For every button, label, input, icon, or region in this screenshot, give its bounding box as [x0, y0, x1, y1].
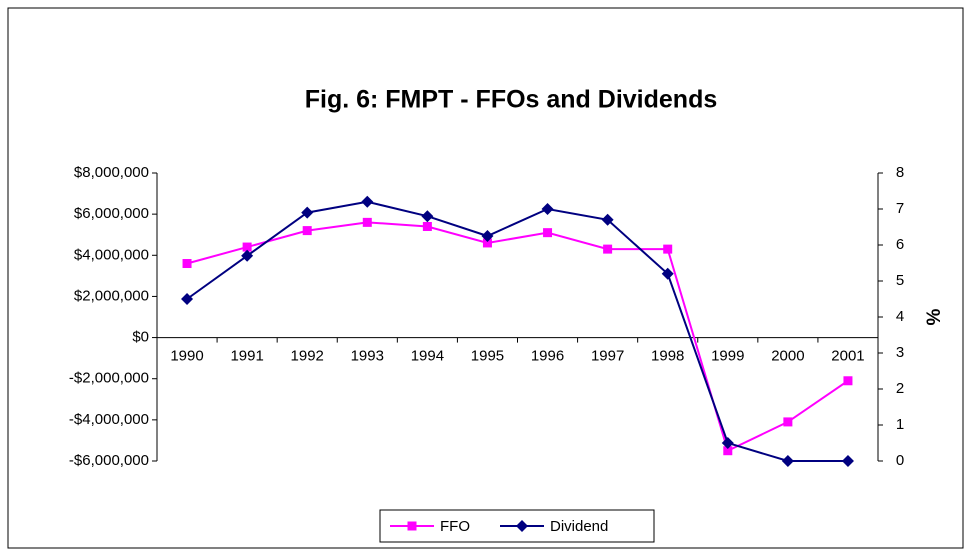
x-tick-label: 1999 — [711, 348, 744, 365]
x-tick-label: 1997 — [591, 348, 624, 365]
legend-marker — [516, 520, 528, 532]
y2-tick-label: 8 — [896, 164, 904, 181]
y2-tick-label: 2 — [896, 380, 904, 397]
legend: FFO Dividend — [379, 509, 655, 543]
y-tick-label: -$6,000,000 — [69, 452, 149, 469]
data-point — [723, 446, 733, 456]
series-line — [186, 200, 848, 462]
x-tick-label: 1994 — [411, 348, 444, 365]
legend-marker — [407, 521, 417, 531]
y2-tick-label: 3 — [896, 344, 904, 361]
x-tick-label: 1998 — [651, 348, 684, 365]
data-point — [242, 242, 252, 252]
data-point — [541, 203, 554, 215]
x-tick-label: 1993 — [351, 348, 384, 365]
data-point — [482, 238, 492, 248]
data-point — [361, 195, 374, 208]
data-point — [421, 210, 434, 223]
y2-tick-label: 1 — [896, 416, 904, 433]
y-tick-label: -$2,000,000 — [69, 370, 149, 387]
y-tick-label: $0 — [132, 329, 149, 346]
data-point — [721, 437, 734, 449]
data-point — [301, 206, 314, 219]
x-tick-label: 1996 — [531, 348, 564, 365]
y-tick-label: $6,000,000 — [74, 205, 149, 222]
x-tick-label: 1991 — [230, 348, 263, 365]
y2-tick-label: 5 — [896, 272, 904, 289]
data-point — [362, 217, 372, 227]
data-point — [181, 293, 194, 305]
y2-tick-label: 7 — [896, 200, 904, 217]
data-point — [603, 244, 613, 254]
data-point — [543, 228, 553, 238]
data-point — [663, 244, 673, 254]
y2-tick-label: 0 — [896, 452, 904, 469]
data-point — [843, 376, 853, 386]
y-tick-label: -$4,000,000 — [69, 411, 149, 428]
y2-tick-label: 6 — [896, 236, 904, 253]
data-point — [661, 267, 674, 280]
data-point — [481, 230, 494, 242]
legend-label: FFO — [440, 518, 470, 535]
y2-tick-label: 4 — [896, 308, 904, 325]
data-point — [241, 249, 254, 262]
x-tick-label: 2000 — [771, 348, 804, 365]
x-tick-label: 1990 — [170, 348, 203, 365]
chart-frame — [7, 7, 964, 549]
y-tick-label: $4,000,000 — [74, 246, 149, 263]
legend-label: Dividend — [550, 518, 608, 535]
chart-title: Fig. 6: FMPT - FFOs and Dividends — [305, 86, 718, 114]
data-point — [601, 213, 614, 226]
data-point — [781, 455, 794, 467]
x-tick-label: 1995 — [471, 348, 504, 365]
x-tick-label: 2001 — [831, 348, 864, 365]
y-tick-label: $8,000,000 — [74, 164, 149, 181]
data-point — [422, 221, 432, 231]
data-point — [841, 455, 854, 467]
x-tick-label: 1992 — [291, 348, 324, 365]
y-tick-label: $2,000,000 — [74, 287, 149, 304]
y2-axis-label: % — [924, 308, 945, 325]
data-point — [182, 259, 192, 269]
data-point — [783, 417, 793, 427]
data-point — [302, 226, 312, 236]
